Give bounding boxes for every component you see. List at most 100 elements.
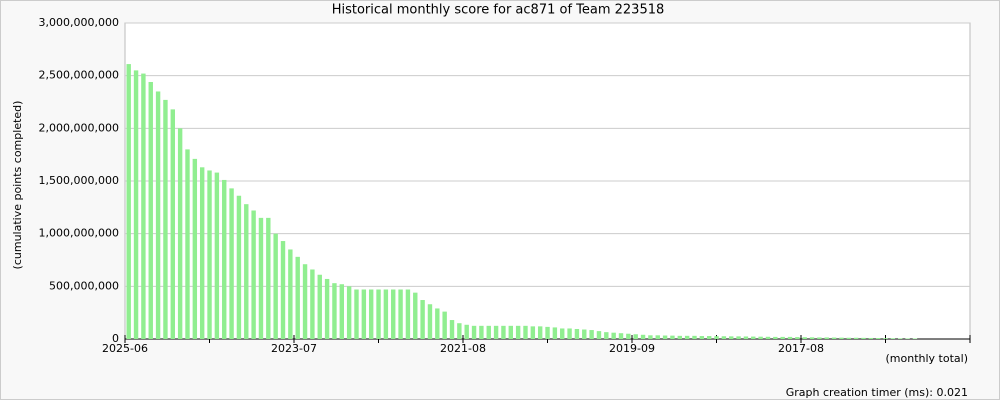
bar	[170, 109, 175, 339]
bar	[677, 335, 682, 339]
x-tick-label: 2019-09	[609, 342, 655, 355]
bar	[890, 338, 896, 339]
bar	[861, 337, 866, 339]
bar	[258, 217, 264, 339]
bar	[773, 336, 778, 339]
bar	[471, 325, 477, 339]
bar	[413, 292, 418, 339]
bar	[560, 328, 565, 339]
bar	[479, 325, 484, 339]
bar	[729, 336, 734, 339]
x-tick-label: 2021-08	[440, 342, 486, 355]
bar	[530, 326, 536, 339]
bar	[706, 336, 712, 339]
bar	[817, 337, 822, 339]
bar	[721, 336, 727, 339]
bar	[839, 337, 844, 339]
bar	[442, 311, 447, 339]
bar	[427, 304, 433, 339]
bar	[324, 278, 330, 339]
y-tick-label: 1,000,000,000	[39, 227, 119, 240]
bar	[273, 233, 278, 339]
bar	[376, 289, 381, 339]
bar	[611, 332, 616, 339]
bar	[295, 256, 300, 339]
bar	[288, 249, 293, 339]
bar	[574, 328, 580, 339]
bar	[199, 167, 205, 339]
chart-title: Historical monthly score for ac871 of Te…	[332, 3, 665, 18]
bar	[398, 289, 403, 339]
bar	[809, 337, 815, 339]
bar	[361, 289, 367, 339]
bar	[655, 335, 660, 339]
bar	[640, 334, 646, 339]
bar	[662, 335, 668, 339]
x-axis-label: (monthly total)	[886, 352, 969, 365]
bar	[633, 334, 638, 339]
bar	[787, 336, 793, 339]
bar	[692, 335, 697, 339]
bar	[545, 326, 550, 339]
bar	[582, 329, 587, 339]
bar	[780, 336, 785, 339]
bar	[207, 170, 212, 339]
x-tick-label: 2023-07	[271, 342, 317, 355]
bar	[846, 337, 851, 339]
bar	[699, 336, 705, 339]
bar	[163, 99, 168, 339]
bar	[155, 91, 161, 339]
bar	[508, 325, 513, 339]
bar	[515, 325, 521, 339]
bar	[222, 179, 227, 339]
bar	[133, 70, 139, 340]
bar	[493, 325, 499, 339]
bar	[523, 325, 528, 339]
bar	[853, 337, 859, 339]
bar	[758, 336, 763, 339]
bar	[751, 336, 756, 339]
bar	[185, 149, 190, 339]
bar	[795, 337, 800, 339]
bar	[449, 320, 455, 339]
bar	[177, 128, 183, 339]
bar	[596, 331, 602, 339]
bar	[537, 326, 543, 339]
bar	[670, 335, 675, 339]
bar	[714, 336, 719, 339]
bar	[251, 210, 256, 339]
bar	[618, 333, 624, 339]
bar	[280, 241, 286, 339]
y-tick-label: 0	[112, 332, 119, 345]
bar	[266, 217, 271, 339]
bar	[831, 337, 837, 339]
bar	[244, 204, 249, 339]
bar	[310, 269, 315, 339]
bar	[765, 336, 771, 339]
bar	[339, 284, 344, 339]
y-tick-label: 1,500,000,000	[39, 174, 119, 187]
bar	[192, 158, 198, 339]
x-tick-label: 2025-06	[102, 342, 148, 355]
bar	[332, 283, 337, 339]
bar	[875, 338, 881, 339]
bar	[354, 289, 359, 339]
bar	[802, 337, 807, 339]
bar	[912, 338, 918, 339]
bar	[435, 308, 440, 339]
bar	[589, 330, 594, 339]
bar	[626, 333, 631, 339]
bar	[368, 289, 374, 339]
bar	[420, 300, 425, 339]
bar	[148, 81, 153, 339]
bar	[743, 336, 749, 339]
bar	[229, 188, 234, 339]
bar	[464, 324, 469, 339]
bar	[883, 338, 888, 339]
y-tick-label: 2,500,000,000	[39, 69, 119, 82]
bar	[868, 337, 874, 339]
bar	[126, 64, 131, 339]
bar	[317, 274, 322, 339]
bar	[604, 332, 609, 339]
